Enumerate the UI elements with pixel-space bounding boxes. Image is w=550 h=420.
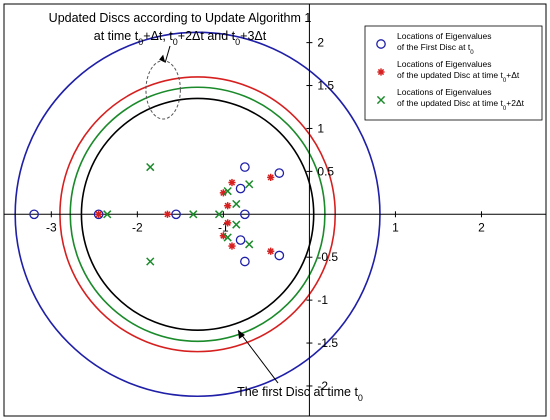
legend-label-3-line1: Locations of Eigenvalues bbox=[397, 87, 492, 97]
data-point bbox=[228, 178, 236, 187]
data-point bbox=[245, 180, 254, 189]
y-tick-label: -0.5 bbox=[317, 250, 338, 264]
data-point bbox=[95, 210, 103, 218]
data-point bbox=[146, 257, 155, 266]
legend-label-3-line2: of the updated Disc at time t0+2Δt bbox=[397, 98, 525, 112]
data-point bbox=[240, 162, 250, 172]
legend-label-2-line1: Locations of Eigenvalues bbox=[397, 59, 492, 69]
series-1 bbox=[29, 162, 285, 267]
legend-label-1-line2: of the First Disc at t0 bbox=[397, 42, 474, 56]
annotation-layer: Updated Discs according to Update Algori… bbox=[49, 11, 363, 403]
legend-marker-1 bbox=[376, 39, 386, 49]
legend-label-2-line2: of the updated Disc at time t0+Δt bbox=[397, 70, 520, 84]
y-tick-label: -1 bbox=[317, 293, 328, 307]
y-tick-label: 0.5 bbox=[317, 164, 334, 178]
series-3 bbox=[103, 162, 254, 266]
annotation-arrowhead-first-disc bbox=[238, 330, 245, 339]
legend-marker-3 bbox=[376, 95, 386, 105]
annotation-arrow-updated-discs bbox=[164, 45, 171, 63]
data-point bbox=[235, 183, 246, 194]
x-tick-label: -2 bbox=[132, 220, 143, 234]
data-point bbox=[240, 209, 250, 220]
legend-box bbox=[364, 25, 543, 121]
data-point bbox=[214, 210, 224, 219]
data-point bbox=[93, 209, 104, 220]
data-point bbox=[232, 220, 241, 229]
legend-label-1-line1: Locations of Eigenvalues bbox=[397, 31, 492, 41]
y-tick-label: 1 bbox=[317, 121, 324, 135]
data-point bbox=[223, 186, 232, 196]
ticks-layer: -3 -2 -1 1 2 -2 -1.5 -1 -0.5 0.5 1 1.5 2 bbox=[46, 36, 485, 393]
x-tick-label: 2 bbox=[478, 220, 485, 234]
data-point bbox=[223, 233, 232, 242]
data-point bbox=[267, 247, 275, 255]
data-point bbox=[29, 209, 39, 220]
data-point bbox=[146, 162, 155, 172]
data-point bbox=[235, 235, 246, 245]
data-point bbox=[103, 210, 112, 219]
annotation-first-disc: The first Disc at time t0 bbox=[237, 385, 363, 403]
data-point bbox=[240, 256, 250, 267]
data-point bbox=[163, 210, 172, 218]
x-tick-label: -3 bbox=[46, 220, 57, 234]
x-tick-label: 1 bbox=[392, 220, 399, 234]
series-2 bbox=[95, 173, 275, 255]
y-tick-label: 2 bbox=[317, 36, 324, 50]
data-point bbox=[274, 250, 285, 261]
y-tick-label: -2 bbox=[317, 379, 328, 393]
data-point bbox=[274, 168, 285, 178]
data-point bbox=[245, 240, 254, 249]
legend-marker-2 bbox=[377, 68, 385, 76]
y-tick-label: 1.5 bbox=[317, 79, 334, 93]
data-point bbox=[224, 202, 232, 210]
annotation-updated-discs-line1: Updated Discs according to Update Algori… bbox=[49, 11, 312, 25]
annotation-arrowhead-updated-discs bbox=[159, 54, 166, 63]
x-tick-label: -1 bbox=[218, 220, 229, 234]
points-layer bbox=[29, 162, 285, 267]
data-point bbox=[267, 173, 275, 181]
y-tick-label: -1.5 bbox=[317, 336, 338, 350]
annotation-arrow-first-disc bbox=[237, 329, 279, 384]
data-point bbox=[224, 219, 232, 227]
data-point bbox=[228, 242, 236, 250]
data-point bbox=[232, 199, 241, 209]
data-point bbox=[189, 210, 198, 219]
annotation-updated-discs-line2: at time t0+Δt, t0+2Δt and t0+3Δt bbox=[94, 29, 267, 47]
data-point bbox=[171, 209, 181, 220]
